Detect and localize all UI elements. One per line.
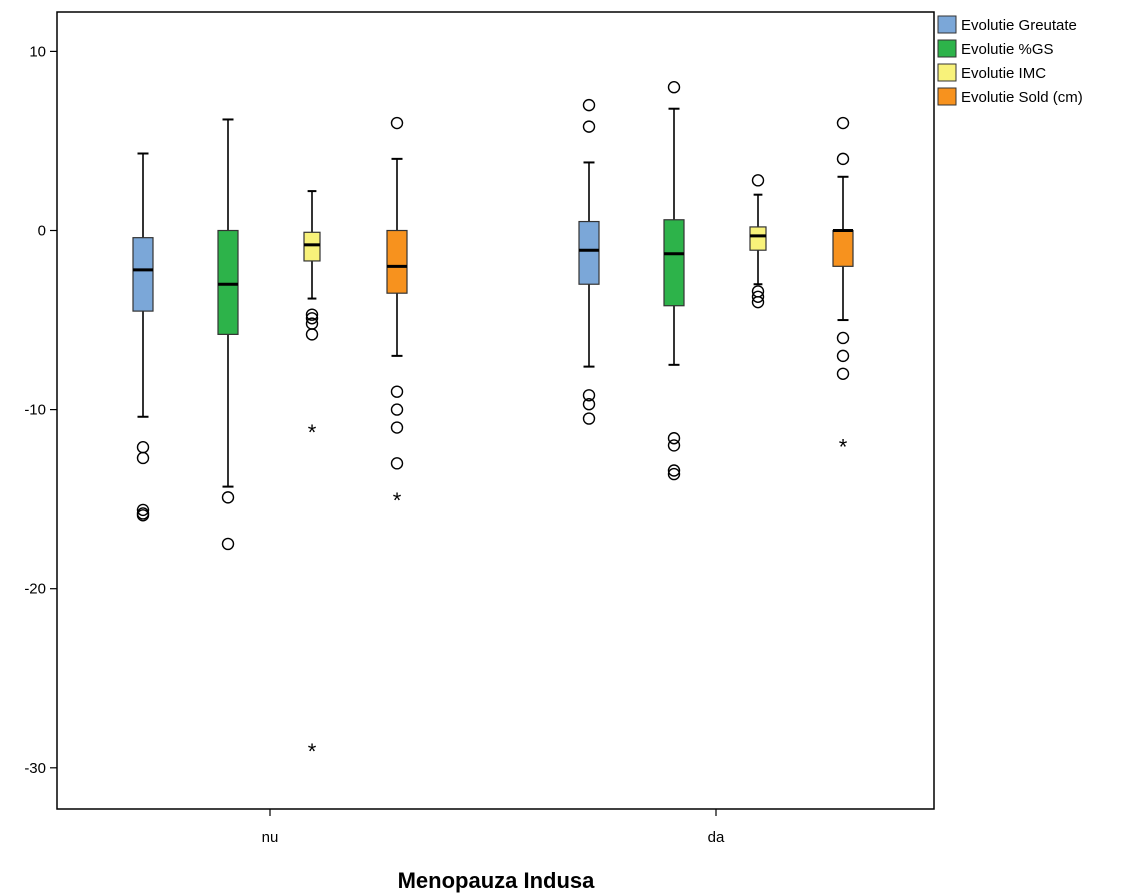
outlier-point	[667, 439, 681, 452]
outlier-point	[582, 98, 596, 112]
box-body	[132, 237, 154, 312]
box-body	[303, 231, 321, 262]
y-tick-label: 0	[38, 223, 46, 240]
outlier-point	[136, 509, 150, 522]
outlier-point	[582, 398, 596, 411]
box-evolutie-imc-nu: **	[303, 190, 321, 764]
outlier-point	[836, 331, 850, 345]
outlier-point	[667, 432, 681, 445]
outlier-point	[390, 421, 404, 434]
outlier-point	[221, 537, 235, 551]
x-tick-label: nu	[262, 829, 279, 846]
outlier-point	[751, 295, 765, 309]
outlier-point	[667, 467, 681, 481]
box-evolutie-gs-nu	[217, 118, 239, 551]
box-body	[578, 220, 600, 285]
plot-area	[56, 11, 935, 810]
box-body	[749, 226, 767, 251]
outlier-point	[751, 290, 765, 303]
extreme-point: *	[308, 739, 317, 764]
y-tick-label: -20	[24, 581, 46, 598]
extreme-point: *	[308, 420, 317, 445]
box-evolutie-greutate-da	[578, 98, 600, 425]
x-axis-label: Menopauza Indusa	[398, 868, 596, 893]
outlier-point	[305, 312, 319, 325]
box-evolutie-imc-da	[749, 174, 767, 309]
legend-item: Evolutie Sold (cm)	[937, 87, 1083, 106]
box-evolutie-greutate-nu	[132, 152, 154, 522]
outlier-point	[136, 503, 150, 517]
legend: Evolutie Greutate Evolutie %GS Evolutie IM…	[937, 15, 1083, 106]
outlier-point	[751, 174, 765, 187]
y-tick-label: -30	[24, 760, 46, 777]
x-axis: nu da	[262, 809, 725, 846]
x-tick-label: da	[708, 829, 725, 846]
outlier-point	[582, 389, 596, 402]
legend-swatch	[937, 15, 957, 34]
outlier-point	[390, 385, 404, 398]
extreme-point: *	[839, 434, 848, 459]
legend-label: Evolutie Greutate	[961, 17, 1077, 34]
box-body	[386, 229, 408, 294]
legend-label: Evolutie Sold (cm)	[961, 89, 1083, 106]
legend-swatch	[937, 87, 957, 106]
outlier-point	[582, 120, 596, 133]
box-body	[663, 219, 685, 307]
outlier-point	[667, 464, 681, 477]
extreme-point: *	[393, 488, 402, 513]
outlier-point	[305, 308, 319, 321]
outlier-point	[836, 116, 850, 130]
box-body	[217, 229, 239, 335]
outlier-point	[836, 152, 850, 166]
outlier-point	[390, 116, 404, 130]
legend-item: Evolutie %GS	[937, 39, 1054, 58]
box-evolutie-gs-da	[663, 81, 685, 481]
legend-item: Evolutie IMC	[937, 63, 1046, 82]
outlier-point	[836, 367, 850, 380]
y-tick-label: 10	[29, 43, 46, 60]
outlier-point	[390, 403, 404, 416]
legend-item: Evolutie Greutate	[937, 15, 1077, 34]
box-groups: ****	[132, 81, 854, 764]
box-body	[832, 229, 854, 267]
legend-swatch	[937, 39, 957, 58]
legend-label: Evolutie %GS	[961, 41, 1054, 58]
y-tick-label: -10	[24, 402, 46, 419]
outlier-point	[136, 451, 150, 465]
legend-swatch	[937, 63, 957, 82]
outlier-point	[305, 328, 319, 341]
outlier-point	[836, 349, 850, 363]
outlier-point	[667, 81, 681, 94]
box-evolutie-sold-cm--da: *	[832, 116, 854, 459]
outlier-point	[582, 412, 596, 425]
outlier-point	[221, 491, 235, 504]
y-axis: 10 0 -10 -20 -30	[24, 43, 57, 777]
box-evolutie-sold-cm--nu: *	[386, 116, 408, 513]
outlier-point	[390, 457, 404, 470]
legend-label: Evolutie IMC	[961, 65, 1046, 82]
